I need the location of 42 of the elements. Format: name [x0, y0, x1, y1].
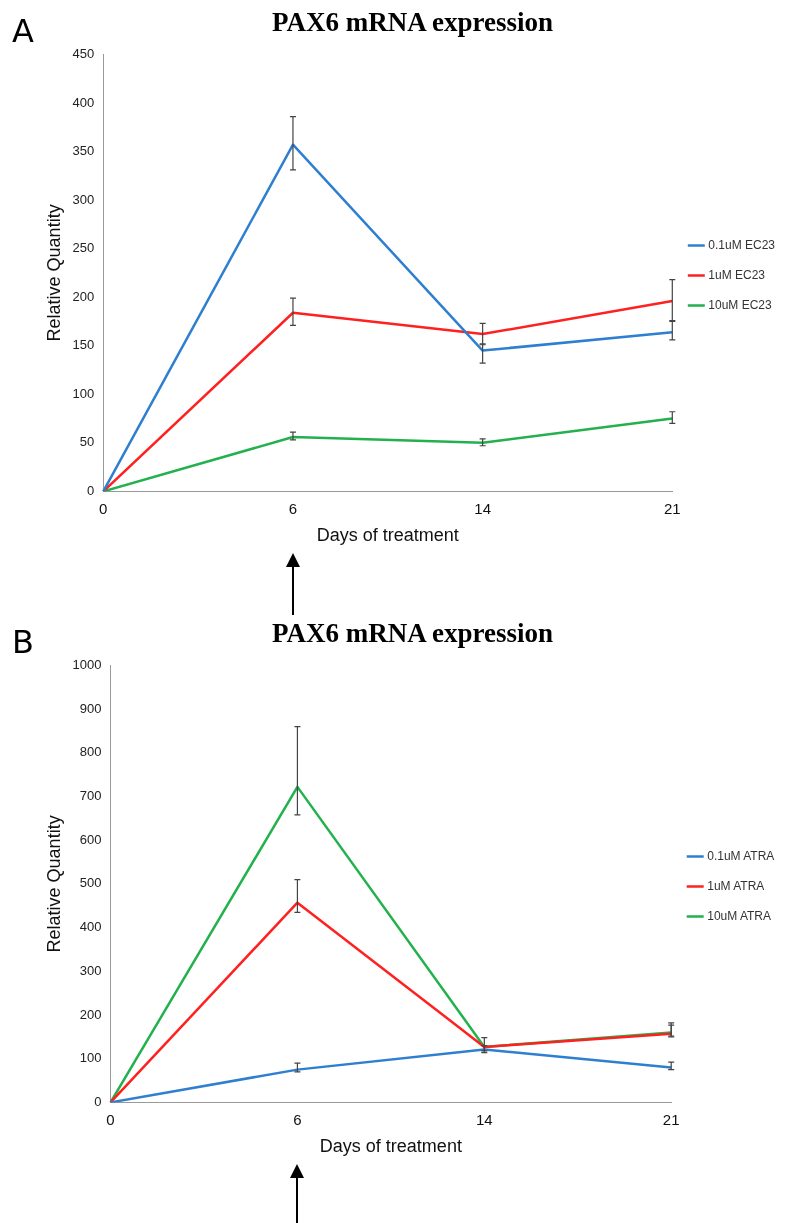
x-tick-label: 0 [106, 1110, 115, 1128]
y-tick-label: 200 [79, 1006, 102, 1022]
y-axis-title: Relative Quantity [43, 204, 64, 342]
x-tick-label: 21 [663, 499, 681, 517]
y-tick-label: 450 [72, 45, 95, 61]
y-tick-label: 250 [72, 240, 95, 256]
y-tick-label: 300 [72, 191, 95, 207]
y-tick-label: 800 [79, 744, 102, 760]
x-tick-label: 21 [662, 1110, 680, 1128]
x-axis-title: Days of treatment [316, 525, 459, 546]
y-tick-label: 50 [79, 434, 95, 450]
y-tick-label: 150 [72, 337, 95, 353]
text: B [12, 623, 34, 662]
y-tick-label: 100 [72, 385, 95, 401]
x-tick-label: 14 [474, 499, 491, 517]
y-tick-label: 400 [72, 94, 95, 110]
y-tick-label: 100 [79, 1050, 102, 1066]
x-axis-title: Days of treatment [319, 1136, 462, 1157]
legend-label: 1uM ATRA [707, 878, 765, 893]
x-tick-label: 6 [293, 1110, 302, 1128]
y-tick-label: 200 [72, 288, 95, 304]
chart-title: PAX6 mRNA expression [272, 618, 553, 649]
y-axis-title: Relative Quantity [43, 815, 64, 953]
y-tick-label: 0 [87, 482, 95, 498]
y-tick-label: 350 [72, 143, 95, 159]
legend-label: 10uM EC23 [708, 297, 772, 312]
y-tick-label: 600 [79, 831, 102, 847]
y-tick-label: 1000 [72, 656, 102, 672]
legend-label: 10uM ATRA [707, 908, 772, 923]
legend-label: 0.1uM ATRA [707, 848, 775, 863]
text: A [12, 12, 34, 51]
legend-label: 1uM EC23 [708, 267, 766, 282]
y-tick-label: 300 [79, 962, 102, 978]
y-tick-label: 400 [79, 919, 102, 935]
y-tick-label: 700 [79, 788, 102, 804]
chart-title: PAX6 mRNA expression [272, 7, 553, 38]
y-tick-label: 0 [94, 1093, 102, 1109]
x-tick-label: 6 [288, 499, 298, 517]
y-tick-label: 900 [79, 700, 102, 716]
legend-label: 0.1uM EC23 [708, 237, 776, 252]
x-tick-label: 14 [475, 1110, 493, 1128]
y-tick-label: 500 [79, 875, 102, 891]
